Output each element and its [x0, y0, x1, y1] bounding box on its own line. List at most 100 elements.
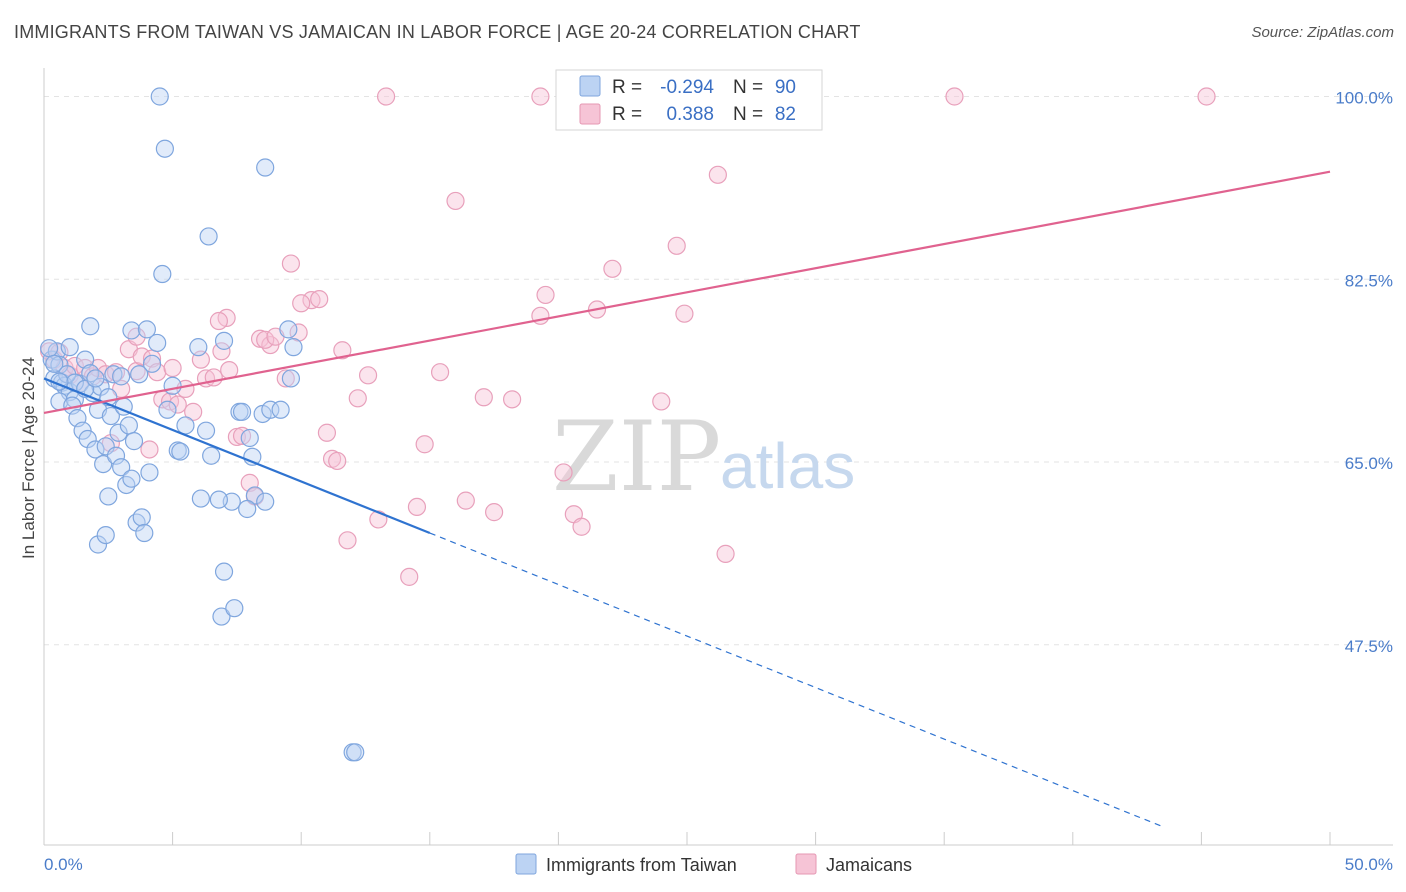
legend-n-label-1: N =: [733, 77, 763, 98]
trend-lines: [43, 170, 1331, 828]
bottom-legend-label-2: Jamaicans: [826, 855, 912, 875]
jamaicans-point-49: [415, 435, 434, 454]
taiwan-point-38: [96, 525, 115, 545]
jamaicans-point-26: [212, 342, 231, 361]
legend-swatch-pink: [579, 103, 601, 125]
taiwan-point-62: [256, 492, 275, 511]
jamaicans-point-41: [333, 341, 352, 360]
jamaicans-point-37: [310, 289, 329, 309]
legend-n-label-2: N =: [733, 104, 763, 125]
jamaicans-point-74: [163, 358, 182, 378]
watermark-atlas: atlas: [720, 430, 855, 502]
taiwan-point-86: [112, 367, 131, 386]
taiwan-point-23: [101, 406, 120, 426]
taiwan-point-35: [135, 523, 154, 543]
taiwan-point-40: [122, 321, 141, 340]
legend-r-label-1: R =: [612, 77, 642, 98]
jamaicans-point-59: [554, 463, 573, 482]
jamaicans-point-63: [603, 259, 622, 278]
taiwan-point-52: [202, 446, 221, 465]
y-tick-label-3: 47.5%: [1345, 637, 1393, 656]
taiwan-point-27: [124, 432, 144, 451]
x-tick-label-max: 50.0%: [1345, 855, 1393, 874]
taiwan-point-77: [171, 442, 190, 461]
jamaicans-point-70: [945, 87, 964, 106]
taiwan-point-37: [88, 535, 108, 554]
taiwan-point-63: [261, 400, 280, 419]
jamaicans-point-68: [708, 165, 727, 184]
watermark: ZIP atlas: [552, 401, 855, 513]
y-axis-label: In Labor Force | Age 20-24: [19, 357, 38, 559]
jamaicans-point-58: [536, 285, 555, 305]
jamaicans-point-79: [256, 330, 275, 349]
legend-r-label-2: R =: [612, 104, 642, 125]
taiwan-point-67: [209, 490, 228, 509]
taiwan-point-75: [279, 320, 298, 339]
jamaicans-point-54: [485, 503, 504, 522]
taiwan-point-70: [214, 562, 234, 581]
taiwan-point-73: [256, 158, 275, 177]
taiwan-point-50: [189, 338, 208, 357]
x-tick-label-min: 0.0%: [44, 855, 83, 874]
jamaicans-point-64: [652, 392, 671, 411]
taiwan-trend-extension: [429, 532, 1164, 828]
taiwan-point-72: [155, 139, 174, 158]
bottom-legend-swatch-pink: [795, 853, 817, 875]
taiwan-point-51: [196, 421, 216, 440]
taiwan-point-36: [99, 487, 118, 506]
correlation-legend: R = -0.294 N = 90 R = 0.388 N = 82: [555, 69, 823, 131]
taiwan-point-88: [346, 743, 365, 762]
jamaicans-point-71: [1197, 87, 1216, 106]
y-tick-label-2: 65.0%: [1345, 454, 1393, 473]
bottom-legend-label-1: Immigrants from Taiwan: [546, 855, 737, 875]
y-tick-labels: 100.0% 82.5% 65.0% 47.5%: [1335, 89, 1393, 656]
taiwan-point-65: [281, 369, 301, 388]
jamaicans-point-36: [302, 291, 321, 310]
taiwan-point-39: [81, 317, 100, 336]
jamaicans-point-78: [140, 440, 159, 459]
jamaicans-point-42: [338, 531, 357, 550]
jamaicans-point-61: [572, 517, 591, 536]
taiwan-point-43: [142, 354, 162, 373]
taiwan-point-53: [191, 489, 210, 508]
jamaicans-point-25: [204, 368, 223, 387]
jamaicans-point-52: [456, 491, 475, 510]
y-tick-label-0: 100.0%: [1335, 89, 1393, 108]
taiwan-point-21: [86, 440, 105, 459]
jamaicans-point-80: [292, 294, 311, 313]
taiwan-point-54: [214, 331, 234, 350]
jamaicans-point-43: [348, 389, 367, 408]
taiwan-point-66: [238, 499, 257, 519]
taiwan-point-41: [137, 320, 156, 339]
jamaicans-point-40: [328, 451, 347, 471]
taiwan-point-85: [86, 369, 105, 388]
taiwan-point-78: [140, 463, 159, 482]
jamaicans-point-50: [430, 363, 450, 382]
taiwan-point-79: [60, 338, 79, 357]
jamaicans-trend-line: [43, 170, 1331, 414]
taiwan-point-30: [112, 458, 131, 477]
source-label: Source: ZipAtlas.com: [1251, 24, 1394, 41]
jamaicans-point-22: [184, 402, 203, 421]
taiwan-point-71: [150, 87, 169, 106]
jamaicans-point-20: [168, 395, 187, 414]
taiwan-point-32: [122, 469, 141, 488]
taiwan-point-48: [158, 400, 177, 419]
taiwan-point-44: [130, 365, 149, 384]
jamaicans-point-55: [503, 390, 522, 409]
taiwan-point-60: [245, 486, 265, 505]
taiwan-point-26: [119, 416, 138, 435]
axes: [43, 68, 1393, 846]
jamaicans-point-75: [209, 311, 228, 331]
jamaicans-points: [40, 87, 1216, 586]
jamaicans-point-65: [667, 236, 686, 255]
chart-title: IMMIGRANTS FROM TAIWAN VS JAMAICAN IN LA…: [14, 22, 861, 42]
taiwan-point-68: [212, 607, 231, 626]
jamaicans-point-48: [407, 497, 427, 517]
bottom-legend-swatch-blue: [515, 853, 537, 875]
taiwan-point-22: [94, 454, 113, 474]
taiwan-point-57: [232, 402, 252, 421]
jamaicans-point-38: [317, 423, 337, 442]
legend-r-value-2: 0.388: [666, 104, 714, 125]
